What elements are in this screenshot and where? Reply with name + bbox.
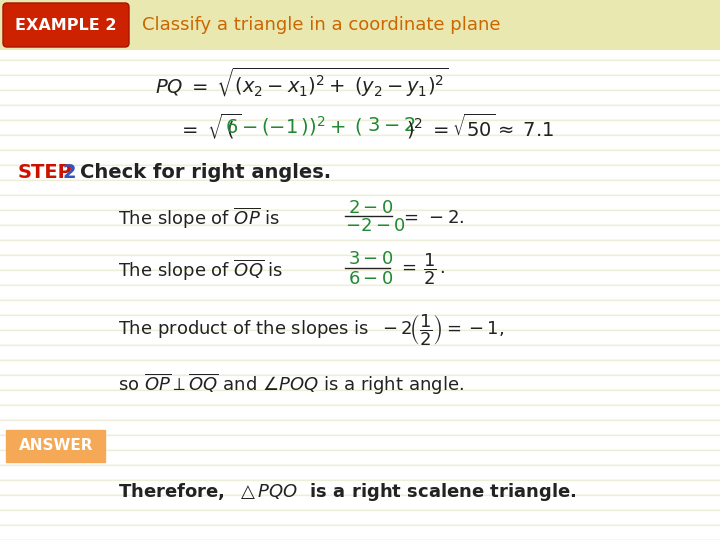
Text: $3-0$: $3-0$ xyxy=(348,250,394,268)
Text: $\,)^2\;=\sqrt{50}\approx\;7.1$: $\,)^2\;=\sqrt{50}\approx\;7.1$ xyxy=(403,111,554,140)
Text: $=\;\sqrt{\,(\,}$: $=\;\sqrt{\,(\,}$ xyxy=(178,111,242,141)
Text: The slope of $\overline{OQ}$ is: The slope of $\overline{OQ}$ is xyxy=(118,257,284,283)
Text: $-2-0$: $-2-0$ xyxy=(345,217,405,235)
Text: Therefore,  $\triangle PQO$  is a right scalene triangle.: Therefore, $\triangle PQO$ is a right sc… xyxy=(118,481,577,503)
Text: $2-0$: $2-0$ xyxy=(348,199,394,217)
Text: $3-2$: $3-2$ xyxy=(367,117,415,135)
Text: 2: 2 xyxy=(63,164,76,183)
Text: ANSWER: ANSWER xyxy=(19,438,94,454)
FancyBboxPatch shape xyxy=(3,3,129,47)
Text: The slope of $\overline{OP}$ is: The slope of $\overline{OP}$ is xyxy=(118,205,280,231)
Text: so $\overline{OP}\perp\overline{OQ}$ and $\angle POQ$ is a right angle.: so $\overline{OP}\perp\overline{OQ}$ and… xyxy=(118,372,464,397)
Text: $=\,-2.$: $=\,-2.$ xyxy=(400,209,464,227)
Text: STEP: STEP xyxy=(18,164,73,183)
Text: $PQ\;=\;\sqrt{(x_2-x_1)^2 + \;(y_2-y_1)^2}$: $PQ\;=\;\sqrt{(x_2-x_1)^2 + \;(y_2-y_1)^… xyxy=(155,65,449,99)
Bar xyxy=(0,0,720,50)
Text: Check for right angles.: Check for right angles. xyxy=(80,164,331,183)
Text: Classify a triangle in a coordinate plane: Classify a triangle in a coordinate plan… xyxy=(142,16,500,34)
Text: $6-0$: $6-0$ xyxy=(348,270,394,288)
FancyBboxPatch shape xyxy=(6,430,105,462)
Text: $6-(-1\,))^2+\;(\,$: $6-(-1\,))^2+\;(\,$ xyxy=(225,114,363,138)
Text: EXAMPLE 2: EXAMPLE 2 xyxy=(15,17,117,32)
Text: $=\,\dfrac{1}{2}\,.$: $=\,\dfrac{1}{2}\,.$ xyxy=(398,251,446,287)
Text: The product of the slopes is $\;-2\!\left(\dfrac{1}{2}\right)=-1,$: The product of the slopes is $\;-2\!\lef… xyxy=(118,312,505,348)
